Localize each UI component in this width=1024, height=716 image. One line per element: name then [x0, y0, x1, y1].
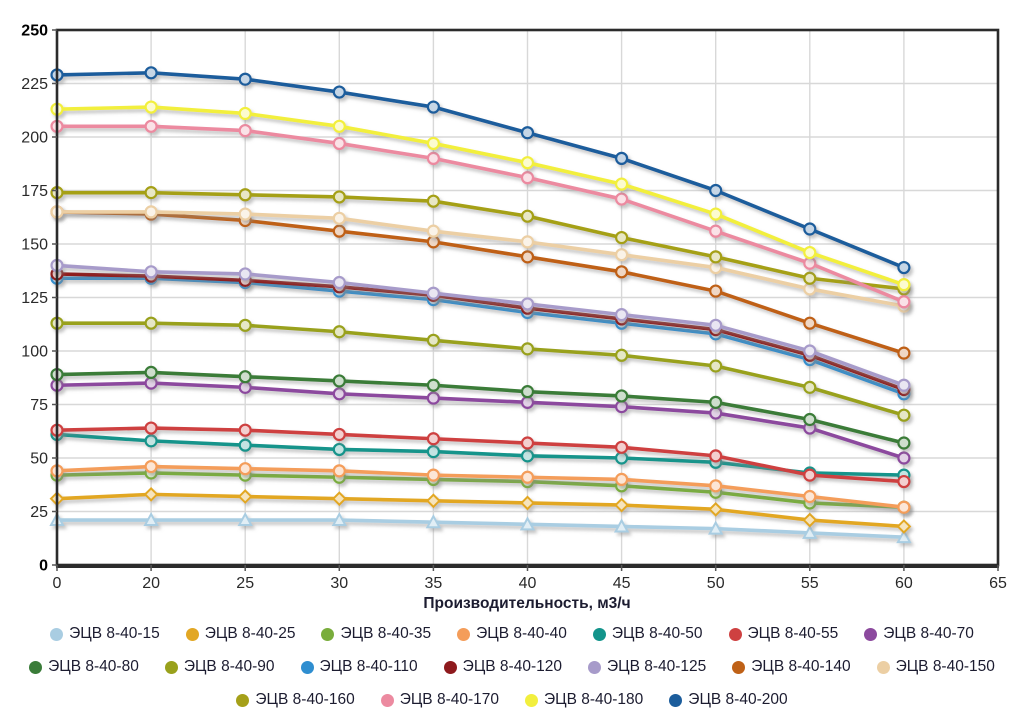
x-tick-label: 40 — [519, 575, 537, 592]
legend-label: ЭЦВ 8-40-170 — [399, 691, 499, 708]
legend-dot-icon — [732, 660, 746, 674]
series-ЭЦВ 8-40-25 — [49, 486, 912, 534]
legend-label: ЭЦВ 8-40-70 — [883, 625, 974, 642]
legend-item: ЭЦВ 8-40-200 — [669, 691, 788, 709]
legend-dot-icon — [728, 627, 742, 641]
legend-dot-icon — [236, 693, 250, 707]
series-ЭЦВ 8-40-80 — [50, 365, 911, 450]
x-tick-label: 50 — [707, 575, 725, 592]
x-tick-label: 35 — [425, 575, 443, 592]
series-ЭЦВ 8-40-15 — [49, 511, 912, 544]
legend-label: ЭЦВ 8-40-140 — [751, 658, 851, 675]
data-series — [49, 66, 912, 544]
x-tick-label: 25 — [236, 575, 254, 592]
legend-dot-icon — [587, 660, 601, 674]
series-ЭЦВ 8-40-90 — [50, 316, 911, 422]
x-tick-label: 20 — [142, 575, 160, 592]
legend-item: ЭЦВ 8-40-40 — [457, 625, 567, 643]
legend-item: ЭЦВ 8-40-70 — [864, 625, 974, 643]
y-tick-label: 100 — [21, 344, 48, 361]
x-tick-label: 65 — [989, 575, 1007, 592]
y-tick-label: 50 — [30, 451, 48, 468]
legend-label: ЭЦВ 8-40-160 — [255, 691, 355, 708]
legend-item: ЭЦВ 8-40-150 — [876, 658, 995, 676]
series-ЭЦВ 8-40-125 — [50, 258, 911, 392]
legend-label: ЭЦВ 8-40-55 — [747, 625, 839, 642]
legend-item: ЭЦВ 8-40-15 — [50, 625, 160, 643]
series-ЭЦВ 8-40-50 — [50, 427, 911, 482]
legend-item: ЭЦВ 8-40-110 — [300, 658, 418, 676]
series-ЭЦВ 8-40-170 — [50, 119, 911, 309]
legend-label: ЭЦВ 8-40-15 — [69, 625, 160, 642]
legend-dot-icon — [876, 660, 890, 674]
legend-dot-icon — [185, 627, 199, 641]
series-ЭЦВ 8-40-120 — [50, 267, 911, 397]
series-ЭЦВ 8-40-150 — [50, 205, 911, 313]
legend-item: ЭЦВ 8-40-35 — [321, 625, 431, 643]
legend-dot-icon — [29, 660, 43, 674]
legend-label: ЭЦВ 8-40-180 — [544, 691, 644, 708]
x-axis-title: Производительность, м3/ч — [423, 595, 630, 612]
x-tick-label: 30 — [330, 575, 348, 592]
legend-label: ЭЦВ 8-40-120 — [462, 658, 562, 675]
chart-legend: ЭЦВ 8-40-15 ЭЦВ 8-40-25 ЭЦВ 8-40-35 ЭЦВ 8-4… — [12, 625, 1012, 709]
legend-item: ЭЦВ 8-40-120 — [443, 658, 562, 676]
legend-item: ЭЦВ 8-40-160 — [236, 691, 355, 709]
y-tick-label: 0 — [39, 558, 48, 575]
legend-item: ЭЦВ 8-40-140 — [732, 658, 851, 676]
legend-item: ЭЦВ 8-40-80 — [29, 658, 139, 676]
series-ЭЦВ 8-40-70 — [50, 376, 911, 465]
legend-label: ЭЦВ 8-40-90 — [183, 658, 275, 675]
legend-dot-icon — [321, 627, 335, 641]
series-ЭЦВ 8-40-40 — [50, 459, 911, 514]
legend-item: ЭЦВ 8-40-90 — [164, 658, 275, 676]
legend-dot-icon — [525, 693, 538, 707]
legend-label: ЭЦВ 8-40-50 — [611, 625, 703, 642]
x-tick-label: 60 — [895, 575, 913, 592]
line-chart-canvas: 0 25 50 75 100 125 150 175 200 225 250 0 20 25 30 35 40 4… — [21, 23, 1007, 613]
y-tick-label: 175 — [21, 183, 48, 200]
legend-label: ЭЦВ 8-40-35 — [340, 625, 432, 642]
legend-dot-icon — [300, 660, 314, 674]
legend-dot-icon — [443, 660, 457, 674]
series-ЭЦВ 8-40-35 — [50, 466, 911, 514]
y-tick-label: 75 — [30, 397, 48, 414]
legend-label: ЭЦВ 8-40-25 — [204, 625, 296, 642]
legend-dot-icon — [50, 627, 64, 641]
legend-label: ЭЦВ 8-40-40 — [476, 625, 567, 642]
x-tick-label: 45 — [613, 575, 631, 592]
series-ЭЦВ 8-40-180 — [50, 100, 911, 292]
legend-item: ЭЦВ 8-40-125 — [587, 658, 707, 676]
x-tick-label: 55 — [801, 575, 819, 592]
legend-dot-icon — [669, 693, 683, 707]
y-tick-label: 250 — [21, 23, 48, 40]
axes — [52, 28, 1000, 571]
y-tick-label: 125 — [21, 290, 48, 307]
legend-dot-icon — [457, 627, 471, 641]
legend-item: ЭЦВ 8-40-50 — [592, 625, 703, 643]
legend-label: ЭЦВ 8-40-150 — [895, 658, 995, 675]
series-ЭЦВ 8-40-55 — [50, 421, 911, 489]
legend-dot-icon — [380, 693, 394, 707]
legend-label: ЭЦВ 8-40-125 — [606, 658, 707, 675]
legend-item: ЭЦВ 8-40-55 — [728, 625, 839, 643]
legend-item: ЭЦВ 8-40-180 — [525, 691, 643, 709]
y-tick-label: 25 — [30, 504, 48, 521]
axis-tick-labels: 0 25 50 75 100 125 150 175 200 225 250 0 20 25 30 35 40 4… — [21, 23, 1007, 593]
legend-dot-icon — [164, 660, 178, 674]
x-tick-label: 0 — [53, 575, 62, 592]
legend-label: ЭЦВ 8-40-200 — [688, 691, 788, 708]
legend-item: ЭЦВ 8-40-25 — [185, 625, 296, 643]
legend-dot-icon — [592, 627, 606, 641]
legend-item: ЭЦВ 8-40-170 — [380, 691, 499, 709]
y-tick-label: 225 — [21, 76, 48, 93]
legend-label: ЭЦВ 8-40-110 — [319, 658, 418, 675]
legend-dot-icon — [864, 627, 878, 641]
y-tick-label: 150 — [21, 237, 48, 254]
y-tick-label: 200 — [21, 130, 48, 147]
legend-label: ЭЦВ 8-40-80 — [48, 658, 139, 675]
